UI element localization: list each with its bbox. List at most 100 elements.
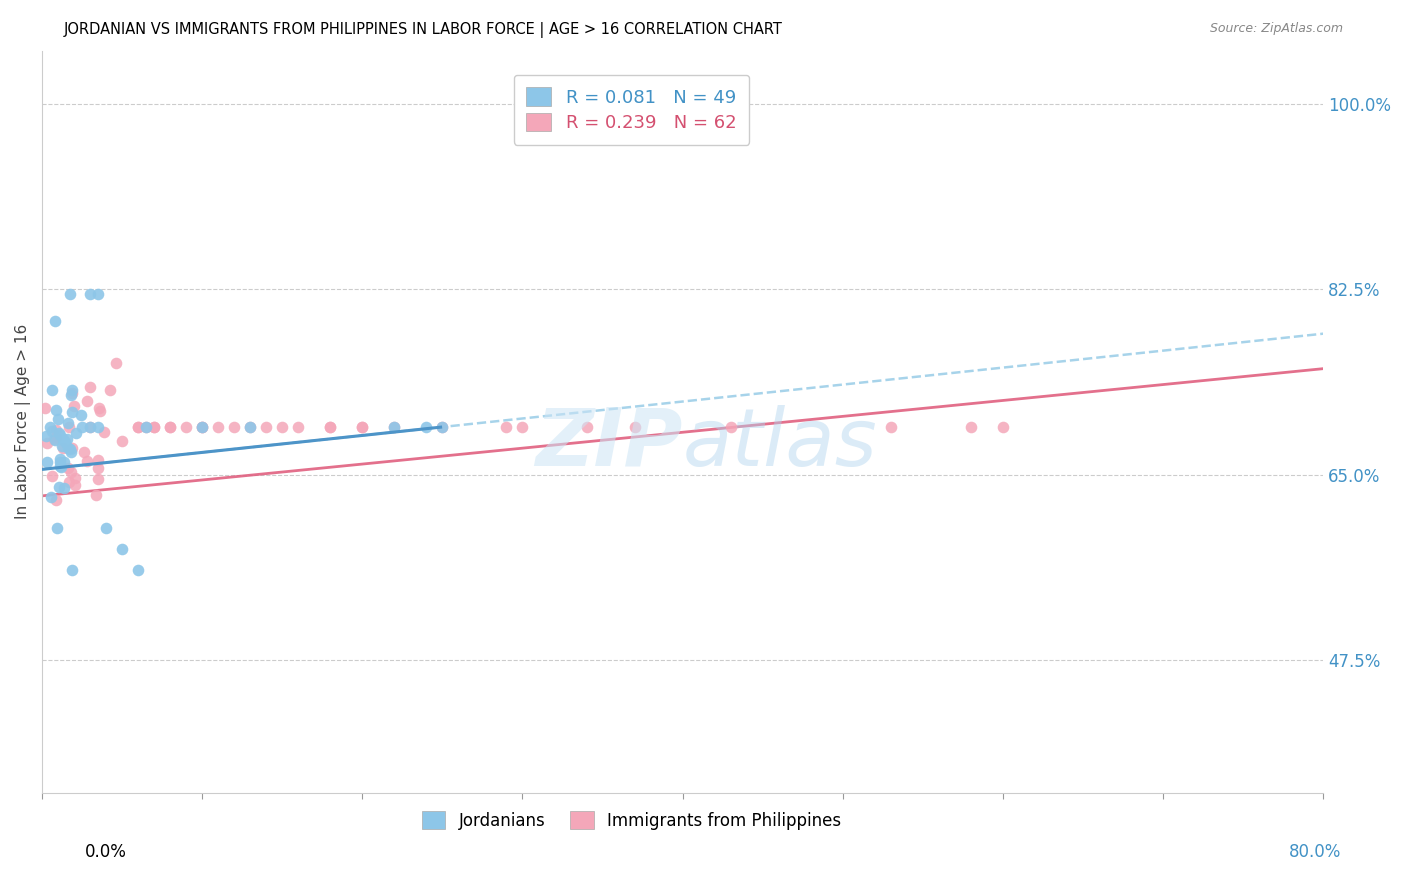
Point — [65, 425, 87, 440]
Point — [84, 488, 107, 502]
Point — [87, 461, 110, 475]
Legend: Jordanians, Immigrants from Philippines: Jordanians, Immigrants from Philippines — [415, 805, 848, 837]
Point — [720, 420, 742, 434]
Point — [432, 420, 454, 434]
Point — [45, 424, 67, 438]
Point — [319, 420, 342, 434]
Point — [46, 411, 69, 425]
Point — [45, 403, 67, 417]
Point — [63, 471, 86, 485]
Point — [44, 433, 66, 447]
Point — [191, 420, 214, 434]
Point — [79, 380, 101, 394]
Point — [56, 460, 79, 475]
Point — [63, 399, 86, 413]
Point — [135, 420, 157, 434]
Point — [63, 477, 86, 491]
Point — [287, 420, 309, 434]
Point — [56, 416, 79, 430]
Point — [143, 420, 166, 434]
Point — [352, 420, 374, 434]
Point — [59, 287, 82, 301]
Point — [45, 493, 67, 508]
Point — [89, 403, 111, 417]
Point — [49, 458, 72, 473]
Point — [53, 481, 76, 495]
Point — [39, 490, 62, 504]
Text: atlas: atlas — [683, 405, 877, 483]
Point — [44, 314, 66, 328]
Point — [56, 433, 79, 447]
Point — [76, 393, 98, 408]
Point — [495, 420, 517, 434]
Point — [174, 420, 197, 434]
Text: Source: ZipAtlas.com: Source: ZipAtlas.com — [1209, 22, 1343, 36]
Point — [48, 480, 70, 494]
Point — [60, 383, 83, 397]
Point — [239, 420, 262, 434]
Point — [56, 441, 79, 455]
Point — [35, 428, 58, 442]
Point — [59, 465, 82, 479]
Point — [135, 420, 157, 434]
Point — [111, 434, 134, 449]
Point — [415, 420, 437, 434]
Point — [87, 401, 110, 416]
Point — [37, 435, 59, 450]
Point — [52, 441, 75, 455]
Point — [207, 420, 229, 434]
Point — [93, 425, 115, 440]
Point — [52, 432, 75, 446]
Point — [34, 401, 56, 415]
Point — [224, 420, 246, 434]
Point — [60, 445, 83, 459]
Point — [352, 420, 374, 434]
Point — [98, 383, 121, 397]
Point — [96, 521, 118, 535]
Point — [512, 420, 534, 434]
Point — [49, 428, 72, 442]
Point — [45, 429, 67, 443]
Point — [76, 454, 98, 468]
Point — [41, 383, 63, 397]
Y-axis label: In Labor Force | Age > 16: In Labor Force | Age > 16 — [15, 324, 31, 519]
Point — [127, 420, 149, 434]
Point — [111, 541, 134, 556]
Point — [991, 420, 1014, 434]
Point — [87, 472, 110, 486]
Point — [58, 475, 80, 489]
Point — [37, 455, 59, 469]
Text: ZIP: ZIP — [536, 405, 683, 483]
Point — [271, 420, 294, 434]
Point — [41, 424, 63, 438]
Point — [49, 452, 72, 467]
Point — [53, 455, 76, 469]
Point — [239, 420, 262, 434]
Point — [87, 453, 110, 467]
Point — [384, 420, 406, 434]
Point — [87, 287, 110, 301]
Point — [143, 420, 166, 434]
Point — [49, 455, 72, 469]
Point — [60, 405, 83, 419]
Point — [49, 460, 72, 475]
Point — [41, 468, 63, 483]
Point — [575, 420, 598, 434]
Text: JORDANIAN VS IMMIGRANTS FROM PHILIPPINES IN LABOR FORCE | AGE > 16 CORRELATION C: JORDANIAN VS IMMIGRANTS FROM PHILIPPINES… — [63, 22, 782, 38]
Point — [60, 386, 83, 401]
Point — [191, 420, 214, 434]
Point — [105, 356, 128, 370]
Point — [87, 420, 110, 434]
Point — [623, 420, 645, 434]
Point — [45, 521, 67, 535]
Point — [48, 425, 70, 440]
Point — [70, 420, 93, 434]
Point — [254, 420, 277, 434]
Point — [59, 442, 82, 457]
Point — [159, 420, 181, 434]
Point — [53, 434, 76, 449]
Point — [127, 563, 149, 577]
Point — [880, 420, 903, 434]
Point — [60, 388, 83, 402]
Point — [432, 420, 454, 434]
